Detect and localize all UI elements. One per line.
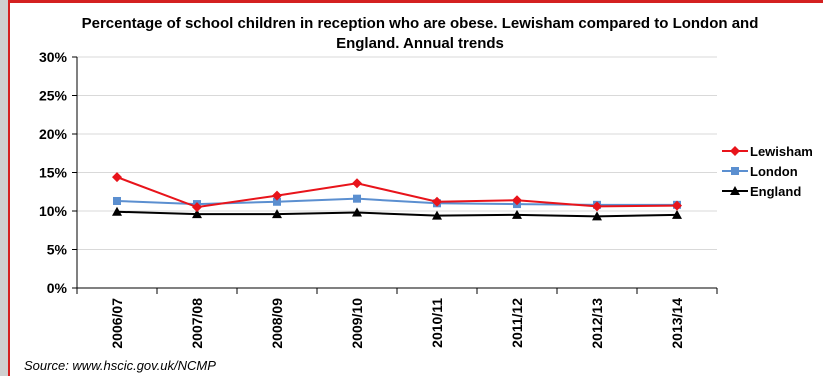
y-tick-label: 30% xyxy=(39,49,68,65)
y-tick-label: 25% xyxy=(39,88,68,104)
x-tick-label: 2007/08 xyxy=(189,298,205,349)
data-point xyxy=(731,167,739,175)
legend-label: Lewisham xyxy=(750,144,813,159)
series-line xyxy=(116,176,678,209)
frame-top-border xyxy=(0,0,823,3)
legend-label: London xyxy=(750,164,798,179)
y-tick-label: 0% xyxy=(47,280,68,296)
x-tick-label: 2011/12 xyxy=(509,298,525,348)
data-point xyxy=(592,211,602,221)
x-tick-label: 2013/14 xyxy=(669,298,685,349)
data-point xyxy=(113,196,121,205)
y-tick-label: 10% xyxy=(39,203,68,219)
frame-left-border xyxy=(0,0,10,376)
data-point xyxy=(272,190,282,201)
x-tick-label: 2010/11 xyxy=(429,298,445,348)
data-point xyxy=(730,186,740,195)
source-note: Source: www.hscic.gov.uk/NCMP xyxy=(24,358,216,373)
data-point xyxy=(112,206,122,216)
data-point xyxy=(352,178,362,189)
data-point xyxy=(353,194,361,203)
y-tick-label: 15% xyxy=(39,165,68,181)
chart-title: Percentage of school children in recepti… xyxy=(81,15,759,52)
y-tick-label: 20% xyxy=(39,126,68,142)
data-point xyxy=(352,207,362,217)
data-point xyxy=(512,195,522,206)
data-point xyxy=(112,172,122,183)
series-line xyxy=(116,210,678,218)
data-point xyxy=(672,209,682,219)
data-point xyxy=(192,209,202,219)
x-tick-label: 2009/10 xyxy=(349,298,365,349)
legend-label: England xyxy=(750,184,801,199)
data-point xyxy=(730,146,740,156)
data-point xyxy=(432,196,442,207)
data-point xyxy=(273,197,281,206)
data-point xyxy=(432,210,442,220)
data-point xyxy=(272,209,282,219)
data-point xyxy=(512,209,522,219)
x-tick-label: 2006/07 xyxy=(109,298,125,349)
data-point xyxy=(592,201,602,212)
x-tick-label: 2012/13 xyxy=(589,298,605,349)
data-point xyxy=(672,200,682,211)
y-tick-label: 5% xyxy=(47,242,68,258)
data-point xyxy=(192,202,202,213)
x-tick-label: 2008/09 xyxy=(269,298,285,349)
